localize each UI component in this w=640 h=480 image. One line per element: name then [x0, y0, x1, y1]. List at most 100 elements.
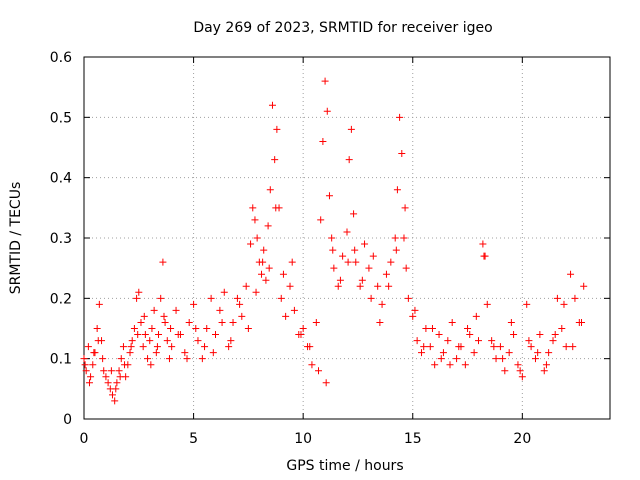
data-point	[277, 294, 285, 302]
data-point	[111, 397, 119, 405]
data-point	[141, 331, 149, 339]
data-point	[150, 306, 158, 314]
data-point	[212, 331, 219, 339]
data-point	[165, 355, 173, 363]
data-point	[108, 391, 116, 399]
data-point	[475, 337, 482, 345]
data-point	[258, 270, 266, 278]
data-point	[161, 318, 169, 326]
data-point	[571, 294, 579, 302]
data-point	[174, 331, 182, 339]
data-point	[201, 343, 209, 351]
data-point	[220, 288, 228, 296]
data-point	[82, 367, 90, 375]
data-point	[288, 258, 296, 266]
data-point	[238, 312, 246, 320]
data-point	[378, 300, 386, 308]
data-point	[374, 282, 382, 290]
data-point	[496, 343, 504, 351]
data-point	[569, 343, 577, 351]
data-point	[266, 186, 274, 194]
data-point	[155, 331, 163, 339]
data-point	[168, 343, 176, 351]
data-point	[470, 349, 478, 357]
data-point	[160, 312, 168, 320]
data-point	[94, 337, 102, 345]
data-point	[404, 294, 412, 302]
data-point	[312, 318, 320, 326]
data-point	[461, 361, 469, 369]
data-point	[147, 361, 155, 369]
x-tick-label: 0	[80, 431, 89, 447]
data-point	[112, 385, 120, 393]
data-point	[361, 240, 369, 248]
data-point	[549, 337, 557, 345]
data-point	[225, 343, 233, 351]
data-point	[580, 282, 588, 290]
data-point	[376, 318, 384, 326]
data-point	[382, 270, 390, 278]
data-point	[466, 331, 474, 339]
data-point	[422, 325, 430, 332]
plot-frame	[83, 56, 611, 420]
data-point	[472, 312, 480, 320]
data-point	[391, 234, 399, 242]
data-point	[95, 300, 103, 308]
data-point	[455, 343, 463, 351]
data-point	[525, 337, 533, 345]
data-point	[428, 325, 436, 332]
data-point	[343, 228, 351, 236]
data-point	[107, 367, 115, 375]
data-point	[272, 204, 280, 212]
data-point	[392, 246, 400, 254]
y-tick-label: 0.4	[50, 171, 72, 187]
data-point	[209, 349, 217, 357]
data-point	[167, 325, 175, 332]
data-point	[444, 337, 452, 345]
y-tick-label: 0.2	[50, 291, 72, 307]
data-points	[80, 77, 588, 405]
data-point	[308, 361, 316, 369]
data-point	[259, 258, 267, 266]
data-point	[553, 294, 561, 302]
data-point	[501, 367, 509, 375]
data-point	[81, 361, 89, 369]
data-point	[347, 125, 355, 133]
x-tick-label: 5	[189, 431, 198, 447]
data-point	[181, 349, 189, 357]
data-point	[139, 343, 147, 351]
data-point	[480, 252, 488, 260]
data-point	[446, 361, 454, 369]
x-tick-label: 20	[513, 431, 531, 447]
y-tick-label: 0	[63, 412, 72, 428]
data-point	[437, 355, 445, 363]
data-point	[413, 337, 421, 345]
data-point	[435, 331, 443, 339]
data-point	[464, 325, 472, 332]
x-tick-label: 15	[404, 431, 422, 447]
data-point	[119, 343, 127, 351]
data-point	[229, 318, 237, 326]
data-point	[453, 355, 461, 363]
data-point	[299, 325, 307, 332]
data-point	[113, 379, 121, 387]
data-point	[153, 343, 161, 351]
data-point	[505, 349, 513, 357]
data-point	[198, 355, 206, 363]
data-point	[367, 294, 375, 302]
data-point	[350, 210, 358, 218]
y-tick-label: 0.3	[50, 231, 72, 247]
data-point	[102, 373, 110, 381]
data-point	[148, 325, 156, 332]
data-point	[163, 337, 171, 345]
data-point	[306, 343, 314, 351]
data-point	[115, 367, 123, 375]
data-point	[322, 379, 330, 387]
data-point	[321, 77, 329, 85]
data-point	[87, 373, 95, 381]
data-point	[356, 282, 364, 290]
data-point	[387, 258, 395, 266]
data-point	[134, 331, 142, 339]
data-point	[488, 337, 496, 345]
data-point	[247, 240, 255, 248]
